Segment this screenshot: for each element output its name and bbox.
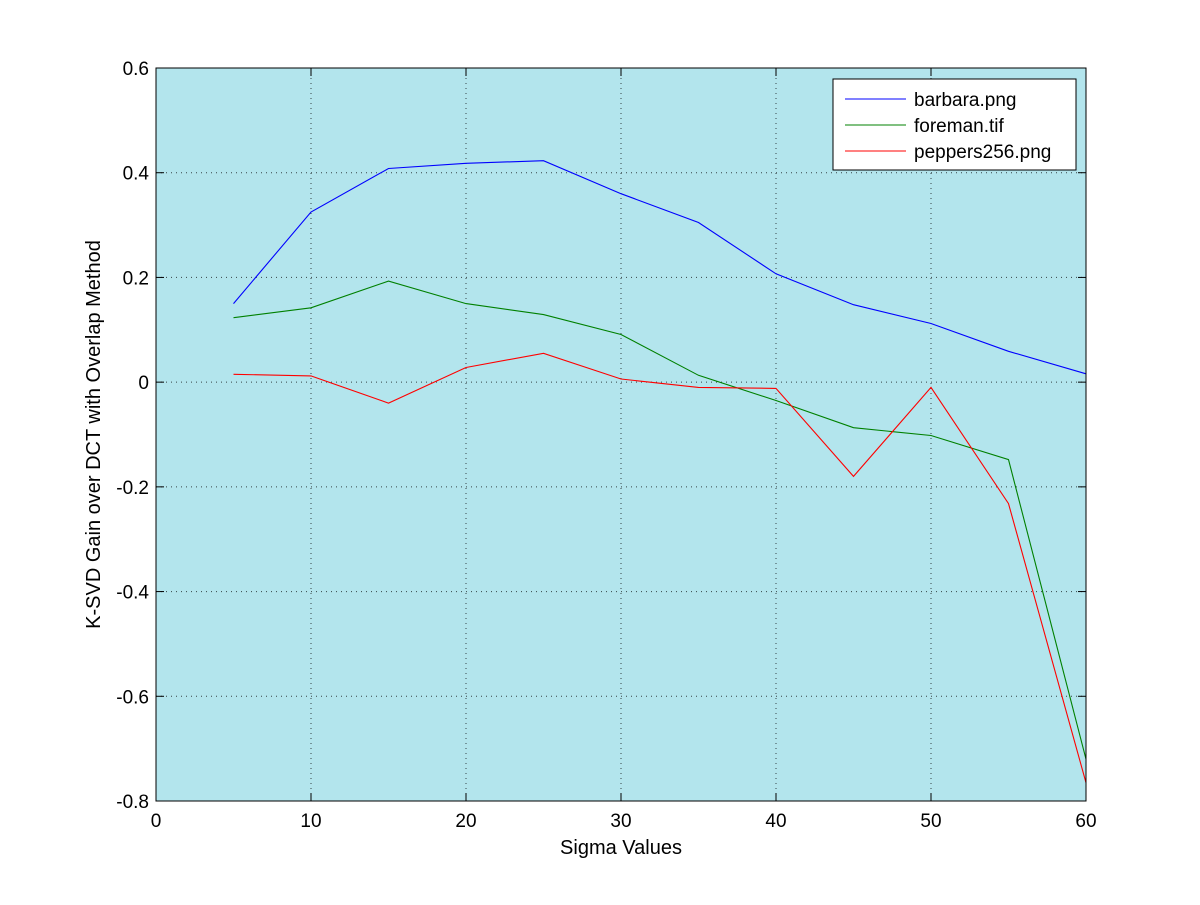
series-line-2: [233, 280, 1087, 760]
legend-label: peppers256.png: [914, 142, 1051, 163]
legend-label: foreman.tif: [914, 116, 1004, 137]
x-tick-label: 0: [151, 811, 162, 832]
legend: barbara.png foreman.tif peppers256.png: [832, 78, 1077, 171]
y-tick-label: 0: [138, 373, 149, 394]
x-axis-label: Sigma Values: [560, 837, 682, 859]
plot-area: [156, 68, 1086, 801]
y-tick-label: -0.4: [116, 583, 149, 604]
y-tick-label: -0.6: [116, 687, 149, 708]
series-lines: [233, 160, 1087, 783]
y-tick-label: 0.6: [123, 59, 149, 80]
y-tick-label: -0.2: [116, 478, 149, 499]
y-tick-label: 0.4: [123, 164, 150, 185]
x-tick-label: 60: [1075, 811, 1096, 832]
series-line-3: [233, 352, 1087, 783]
y-axis-label: K-SVD Gain over DCT with Overlap Method: [83, 240, 105, 629]
x-tick-label: 30: [610, 811, 631, 832]
x-tick-label: 20: [455, 811, 476, 832]
x-tick-label: 50: [920, 811, 941, 832]
grid-lines: [156, 68, 1086, 801]
legend-label: barbara.png: [914, 90, 1016, 111]
series-line-1: [233, 160, 1087, 375]
x-tick-label: 10: [300, 811, 321, 832]
x-tick-label: 40: [765, 811, 786, 832]
y-tick-label: 0.2: [123, 268, 149, 289]
axis-ticks: 0 10 20 30 40 50 60 -0.8 -0.6 -0.4 -0.2 0 0.2 0.4 0.6: [116, 59, 1096, 832]
y-tick-label: -0.8: [116, 792, 149, 813]
